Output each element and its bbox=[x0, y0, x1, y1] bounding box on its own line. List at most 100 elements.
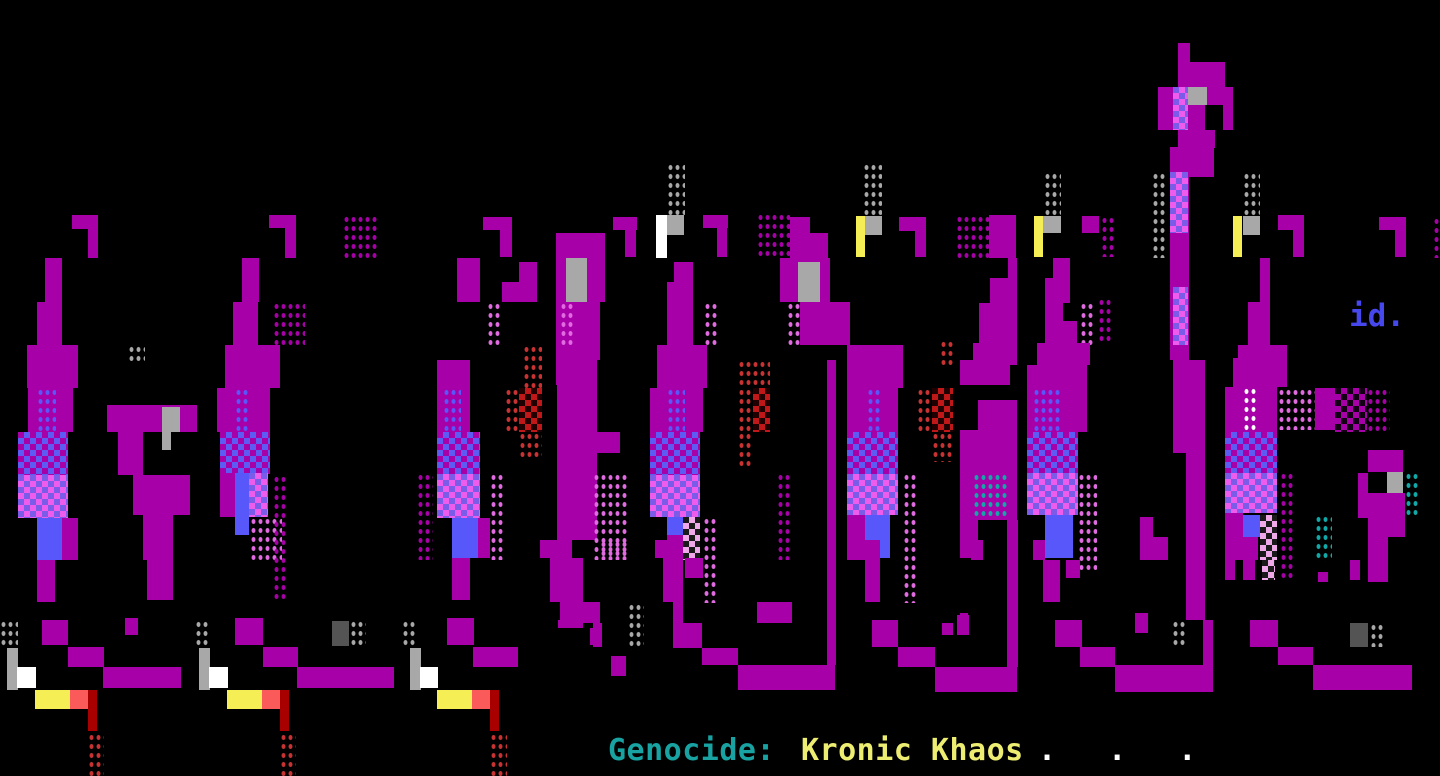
art-block bbox=[558, 620, 583, 628]
art-block bbox=[1140, 517, 1153, 560]
art-block bbox=[420, 667, 438, 688]
art-block bbox=[269, 215, 296, 228]
art-block bbox=[227, 690, 263, 709]
art-block bbox=[865, 560, 880, 602]
art-block bbox=[1350, 623, 1368, 647]
art-block bbox=[452, 558, 470, 600]
art-block bbox=[863, 163, 882, 215]
art-block bbox=[88, 733, 104, 776]
art-block bbox=[566, 258, 587, 302]
art-block bbox=[0, 620, 18, 646]
art-block bbox=[1280, 472, 1295, 582]
art-block bbox=[1260, 515, 1277, 560]
art-block bbox=[143, 515, 173, 560]
art-block bbox=[1315, 515, 1332, 562]
art-block bbox=[233, 302, 258, 345]
art-block bbox=[667, 282, 693, 345]
art-block bbox=[600, 540, 628, 558]
art-block bbox=[410, 648, 421, 690]
art-block bbox=[940, 340, 953, 365]
art-block bbox=[519, 432, 542, 458]
art-block bbox=[483, 217, 512, 230]
art-block bbox=[1027, 432, 1078, 473]
art-block bbox=[249, 473, 268, 517]
art-block bbox=[490, 733, 507, 776]
art-block bbox=[960, 430, 1017, 473]
art-block bbox=[1225, 560, 1235, 580]
art-block bbox=[1027, 365, 1087, 388]
art-block bbox=[685, 558, 703, 578]
art-block bbox=[62, 518, 78, 560]
art-block bbox=[1152, 172, 1167, 258]
art-block bbox=[1278, 647, 1313, 665]
art-block bbox=[297, 667, 394, 688]
art-block bbox=[1318, 572, 1328, 582]
art-block bbox=[1243, 172, 1260, 215]
art-block bbox=[220, 432, 270, 474]
art-block bbox=[42, 620, 68, 645]
art-block bbox=[903, 473, 917, 603]
art-block bbox=[18, 432, 68, 475]
art-block bbox=[1225, 537, 1258, 560]
art-block bbox=[1293, 230, 1304, 257]
art-block bbox=[1188, 105, 1205, 130]
art-block bbox=[505, 388, 519, 432]
art-block bbox=[45, 258, 62, 302]
art-block bbox=[1186, 453, 1205, 620]
art-block bbox=[1115, 665, 1213, 692]
art-block bbox=[1152, 537, 1168, 560]
art-block bbox=[1387, 472, 1403, 493]
art-block bbox=[932, 388, 953, 432]
art-block bbox=[107, 405, 197, 432]
art-block bbox=[932, 432, 953, 462]
art-block bbox=[1034, 216, 1043, 257]
art-block bbox=[332, 621, 349, 646]
art-block bbox=[865, 216, 882, 235]
art-block bbox=[1243, 216, 1260, 235]
art-block bbox=[1243, 387, 1258, 432]
art-block bbox=[597, 432, 620, 453]
art-block bbox=[973, 343, 1017, 365]
art-block bbox=[1243, 515, 1260, 537]
art-block bbox=[757, 213, 790, 258]
art-block bbox=[1101, 216, 1114, 257]
art-block bbox=[757, 602, 792, 623]
art-block bbox=[810, 233, 828, 258]
art-block bbox=[663, 558, 683, 602]
art-block bbox=[1078, 473, 1097, 570]
art-block bbox=[650, 475, 700, 517]
art-block bbox=[162, 432, 171, 450]
art-block bbox=[1395, 230, 1406, 257]
art-block bbox=[280, 690, 289, 731]
art-block bbox=[960, 520, 978, 558]
art-block bbox=[1044, 172, 1061, 215]
art-block bbox=[500, 230, 512, 257]
art-block bbox=[1188, 62, 1225, 87]
art-block bbox=[1178, 130, 1215, 148]
art-block bbox=[703, 517, 718, 603]
art-block bbox=[625, 230, 636, 257]
art-block bbox=[199, 648, 210, 690]
art-block bbox=[262, 690, 285, 709]
art-block bbox=[37, 518, 62, 560]
art-block bbox=[519, 388, 542, 432]
art-block bbox=[280, 733, 296, 776]
art-block bbox=[273, 302, 305, 345]
art-block bbox=[263, 647, 298, 667]
art-block bbox=[118, 432, 143, 475]
art-block bbox=[942, 623, 953, 635]
art-block bbox=[162, 407, 180, 432]
art-block bbox=[787, 302, 800, 345]
art-block bbox=[417, 473, 433, 560]
art-block bbox=[1043, 216, 1061, 233]
art-block bbox=[1173, 287, 1188, 345]
art-block bbox=[273, 475, 286, 603]
art-block bbox=[556, 233, 605, 258]
art-block bbox=[673, 602, 683, 623]
art-block bbox=[667, 517, 683, 535]
art-block bbox=[1207, 87, 1233, 105]
caption-title: Kronic Khaos bbox=[801, 733, 1024, 768]
art-block bbox=[560, 302, 573, 345]
art-block bbox=[613, 217, 637, 230]
